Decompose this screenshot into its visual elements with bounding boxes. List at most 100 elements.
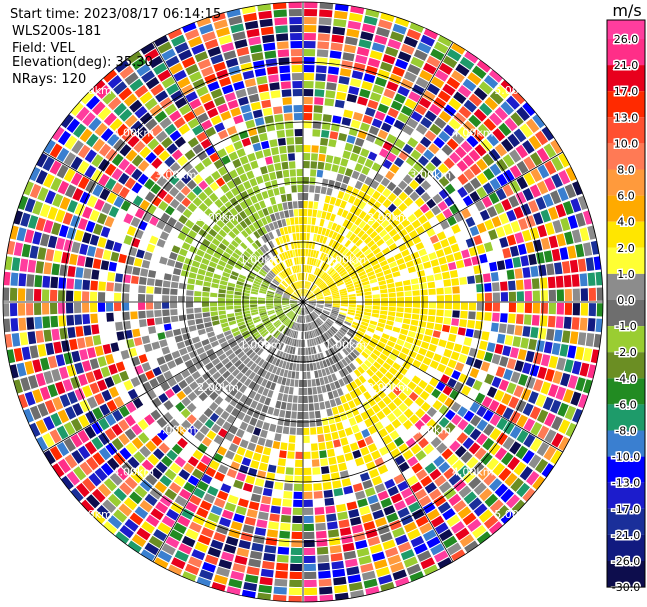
radar-gate: [29, 166, 41, 182]
radar-gate: [293, 306, 299, 312]
radar-gate: [162, 295, 170, 302]
radar-gate: [324, 299, 332, 301]
radar-gate: [196, 131, 208, 143]
radar-gate: [127, 135, 140, 148]
radar-gate: [77, 337, 86, 349]
radar-gate: [290, 41, 302, 49]
radar-gate: [543, 143, 557, 158]
radar-gate: [73, 123, 87, 138]
radar-gate: [555, 203, 567, 218]
radar-gate: [248, 93, 260, 103]
radar-gate: [530, 168, 543, 183]
radar-gate: [169, 198, 180, 209]
radar-gate: [478, 81, 493, 95]
radar-gate: [276, 332, 283, 340]
radar-gate: [308, 323, 312, 330]
radar-gate: [413, 208, 424, 219]
radar-gate: [392, 186, 403, 197]
radar-gate: [429, 468, 442, 481]
radar-gate: [291, 185, 297, 193]
radar-gate: [249, 256, 257, 263]
radar-gate: [152, 366, 162, 377]
radar-gate: [288, 267, 293, 275]
radar-gate: [176, 254, 186, 263]
radar-gate: [303, 347, 306, 355]
radar-gate: [187, 425, 198, 436]
radar-gate: [370, 414, 380, 424]
radar-gate: [235, 505, 247, 516]
radar-gate: [264, 397, 272, 406]
radar-gate: [356, 267, 365, 274]
radar-gate: [97, 483, 112, 498]
radar-gate: [213, 251, 222, 259]
radar-gate: [382, 54, 396, 65]
radar-gate: [408, 230, 418, 239]
radar-gate: [464, 540, 479, 553]
radar-gate: [444, 422, 456, 434]
radar-gate: [426, 55, 441, 68]
radar-gate: [85, 371, 96, 384]
radar-gate: [259, 288, 267, 292]
radar-gate: [57, 180, 70, 195]
radar-gate: [424, 328, 433, 336]
radar-gate: [275, 25, 288, 34]
radar-gate: [453, 112, 467, 125]
radar-gate: [40, 233, 50, 247]
radar-gate: [182, 22, 197, 33]
radar-gate: [415, 469, 428, 481]
radar-gate: [313, 113, 322, 121]
radar-gate: [501, 393, 512, 406]
radar-gate: [160, 212, 171, 223]
radar-gate: [296, 257, 299, 265]
radar-gate: [438, 176, 450, 187]
radar-gate: [148, 55, 163, 69]
radar-gate: [239, 173, 248, 183]
radar-gate: [407, 330, 416, 338]
radar-gate: [74, 314, 83, 325]
radar-gate: [280, 262, 286, 269]
radar-gate: [326, 82, 337, 91]
radar-gate: [516, 302, 524, 313]
radar-gate: [247, 442, 257, 452]
radar-gate: [274, 212, 281, 221]
radar-gate: [369, 543, 383, 554]
radar-gate: [268, 240, 275, 249]
radar-gate: [363, 311, 372, 317]
radar-gate: [210, 88, 223, 99]
radar-gate: [438, 529, 453, 542]
radar-gate: [313, 338, 317, 346]
radar-gate: [239, 421, 248, 431]
radar-gate: [305, 347, 309, 355]
radar-gate: [145, 473, 158, 486]
radar-gate: [320, 138, 329, 146]
radar-gate: [303, 217, 308, 225]
radar-gate: [473, 87, 488, 101]
radar-gate: [191, 260, 201, 268]
radar-gate: [304, 17, 317, 25]
radar-gate: [303, 257, 306, 264]
radar-gate: [293, 257, 297, 265]
radar-gate: [119, 186, 130, 199]
radar-gate: [314, 507, 325, 515]
radar-gate: [372, 404, 381, 414]
radar-gate: [146, 389, 157, 400]
radar-gate: [174, 180, 186, 191]
radar-gate: [289, 330, 294, 338]
radar-gate: [508, 396, 520, 409]
radar-gate: [210, 340, 220, 348]
radar-gate: [323, 332, 330, 340]
radar-gate: [394, 455, 406, 466]
radar-gate: [310, 284, 316, 291]
radar-gate: [390, 561, 405, 573]
radar-gate: [337, 207, 344, 216]
radar-gate: [147, 453, 160, 466]
radar-gate: [150, 170, 162, 182]
radar-gate: [554, 262, 563, 275]
radar-gate: [271, 497, 282, 506]
radar-gate: [289, 312, 295, 319]
radar-gate: [547, 276, 556, 289]
radar-gate: [532, 290, 540, 302]
radar-gate: [386, 152, 397, 163]
radar-gate: [361, 570, 376, 581]
radar-gate: [322, 203, 329, 212]
